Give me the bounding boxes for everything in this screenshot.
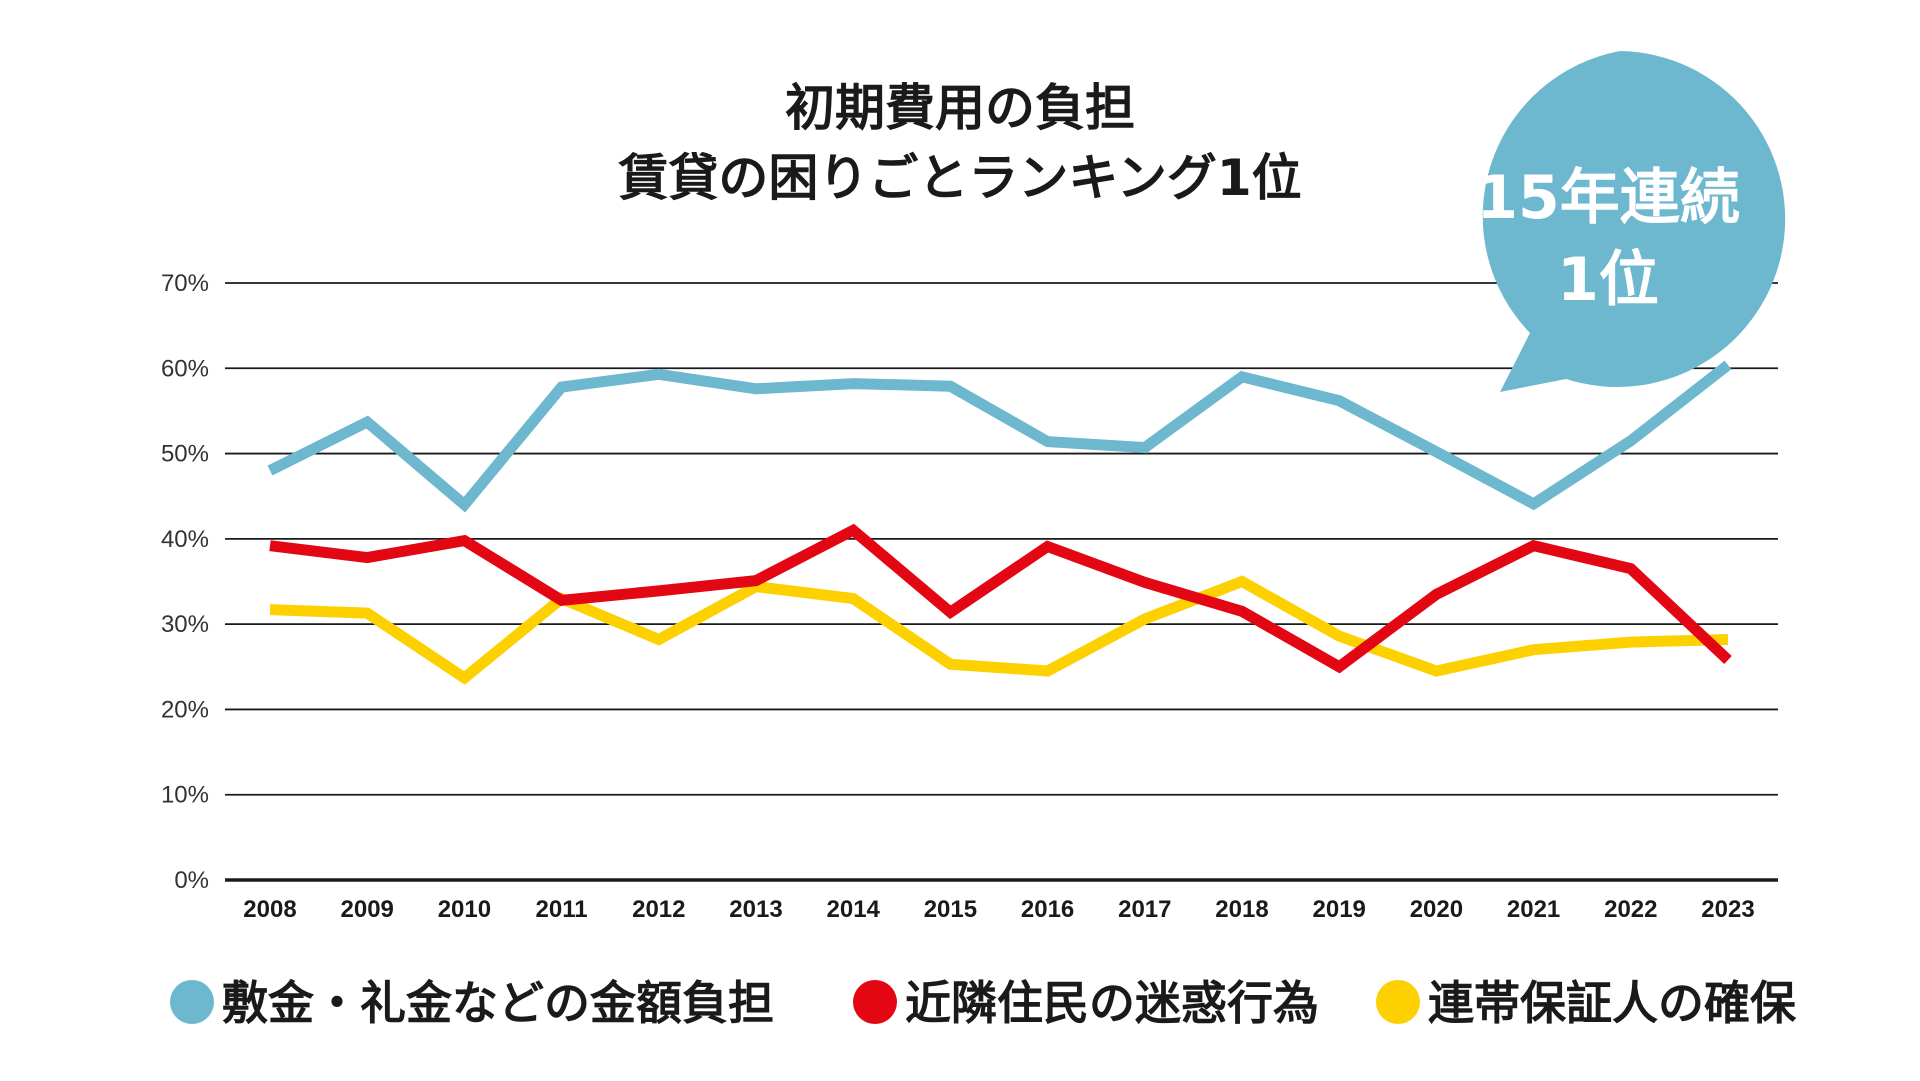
ranking-badge: 15年連続 1位 bbox=[1476, 51, 1786, 392]
y-tick-label: 10% bbox=[161, 782, 209, 809]
x-tick-label: 2023 bbox=[1701, 896, 1754, 923]
series-line bbox=[269, 523, 1732, 674]
y-tick-label: 50% bbox=[161, 441, 209, 468]
y-tick-label: 20% bbox=[161, 696, 209, 723]
legend: 敷金・礼金などの金額負担 近隣住民の迷惑行為 連帯保証人の確保 bbox=[170, 976, 1797, 1030]
legend-marker bbox=[170, 980, 214, 1024]
y-axis-ticks: 0% 10% 20% 30% 40% 50% 60% 70% bbox=[161, 270, 209, 894]
x-tick-label: 2008 bbox=[243, 896, 296, 923]
y-tick-label: 70% bbox=[161, 270, 209, 297]
legend-label: 近隣住民の迷惑行為 bbox=[905, 976, 1319, 1030]
x-tick-label: 2021 bbox=[1507, 896, 1560, 923]
x-axis-ticks: 2008 2009 2010 2011 2012 2013 2014 2015 2016 2017… bbox=[243, 896, 1754, 923]
y-tick-label: 30% bbox=[161, 611, 209, 638]
chart-title-line-2: 賃貸の困りごとランキング1位 bbox=[617, 149, 1301, 207]
series-line bbox=[269, 575, 1729, 685]
badge-text-line-2: 1位 bbox=[1557, 245, 1659, 315]
x-tick-label: 2011 bbox=[536, 896, 588, 923]
chart-title-line-1: 初期費用の負担 bbox=[785, 79, 1135, 137]
y-tick-label: 0% bbox=[174, 867, 209, 894]
x-tick-label: 2022 bbox=[1604, 896, 1657, 923]
legend-marker bbox=[1376, 980, 1420, 1024]
series-line bbox=[267, 360, 1732, 513]
x-tick-label: 2012 bbox=[632, 896, 685, 923]
y-tick-label: 60% bbox=[161, 355, 209, 382]
badge-bubble bbox=[1482, 51, 1786, 392]
legend-label: 連帯保証人の確保 bbox=[1428, 976, 1797, 1030]
series-lines bbox=[267, 360, 1732, 685]
x-tick-label: 2018 bbox=[1215, 896, 1268, 923]
x-tick-label: 2009 bbox=[341, 896, 394, 923]
x-tick-label: 2020 bbox=[1410, 896, 1463, 923]
x-tick-label: 2015 bbox=[924, 896, 977, 923]
x-tick-label: 2013 bbox=[729, 896, 782, 923]
x-tick-label: 2010 bbox=[438, 896, 491, 923]
x-tick-label: 2019 bbox=[1313, 896, 1366, 923]
x-tick-label: 2014 bbox=[827, 896, 881, 923]
legend-label: 敷金・礼金などの金額負担 bbox=[222, 976, 774, 1030]
x-tick-label: 2016 bbox=[1021, 896, 1074, 923]
gridlines bbox=[225, 282, 1778, 882]
y-tick-label: 40% bbox=[161, 526, 209, 553]
legend-marker bbox=[853, 980, 897, 1024]
x-tick-label: 2017 bbox=[1118, 896, 1171, 923]
badge-text-line-1: 15年連続 bbox=[1476, 163, 1740, 233]
